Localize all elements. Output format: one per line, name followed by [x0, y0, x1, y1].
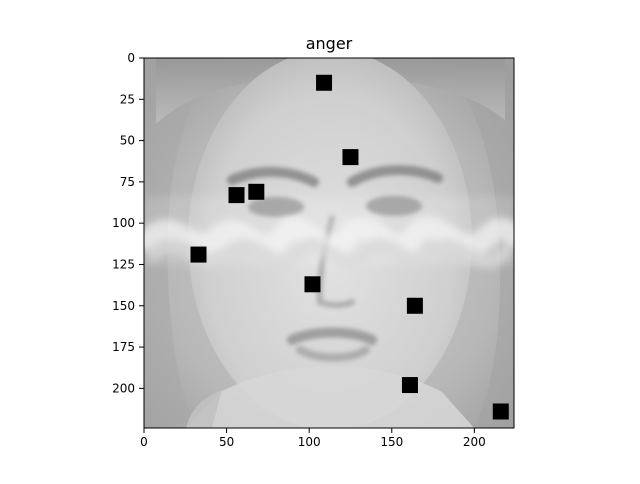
- markers-layer: [190, 74, 509, 420]
- y-tick-label: 25: [120, 92, 135, 106]
- y-tick-label: 175: [112, 340, 135, 354]
- y-tick-label: 75: [120, 175, 135, 189]
- y-tick-label: 125: [112, 257, 135, 271]
- marker-square: [248, 183, 265, 200]
- marker-square: [228, 187, 245, 204]
- axes-ticks: 0 50 100 150 200 0 25 50 75 100 125 150 175 200: [112, 51, 486, 449]
- x-tick-label: 100: [298, 435, 321, 449]
- y-tick-label: 150: [112, 299, 135, 313]
- x-tick-label: 0: [140, 435, 148, 449]
- marker-square: [190, 246, 207, 263]
- marker-square: [401, 377, 418, 394]
- x-tick-label: 200: [463, 435, 486, 449]
- figure-title: anger: [305, 34, 353, 53]
- y-tick-label: 100: [112, 216, 135, 230]
- marker-square: [316, 74, 333, 91]
- y-tick-label: 0: [127, 51, 135, 65]
- marker-square: [406, 297, 423, 314]
- watermark-overlay: [144, 196, 514, 269]
- x-tick-label: 150: [380, 435, 403, 449]
- y-tick-label: 50: [120, 134, 135, 148]
- axes-frame: [143, 57, 515, 429]
- y-tick-label: 200: [112, 381, 135, 395]
- marker-square: [492, 403, 509, 420]
- marker-square: [304, 276, 321, 293]
- marker-square: [342, 149, 359, 166]
- face-image: [144, 58, 514, 428]
- x-tick-label: 50: [219, 435, 234, 449]
